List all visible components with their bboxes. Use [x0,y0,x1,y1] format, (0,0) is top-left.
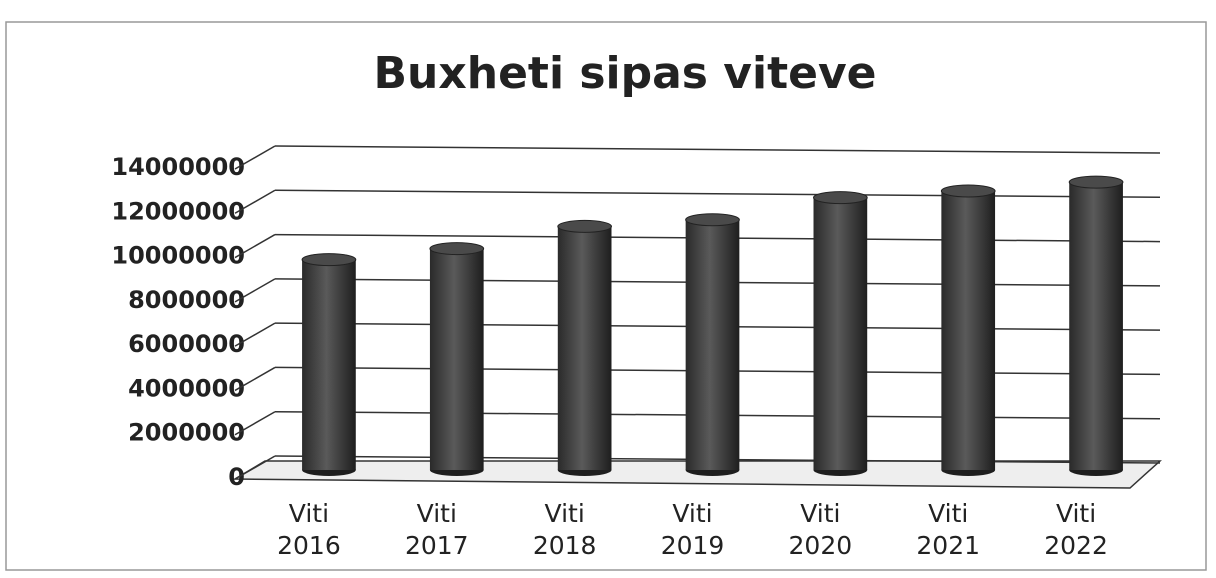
bar-top [429,242,485,256]
x-tick-label: Viti 2021 [916,499,981,560]
y-tick-label: 14000000 [111,153,245,181]
grid-line [274,145,1161,154]
y-tick-label: 10000000 [111,242,245,270]
bar-top [557,219,612,233]
y-tick-label: 0 [228,463,245,491]
bar-top [813,191,868,205]
grid-line [234,411,276,436]
grid-line [234,278,276,303]
x-tick-label: Viti 2016 [277,499,341,560]
bar-top [940,184,996,198]
bar-top [1068,175,1124,189]
bar [302,259,356,470]
grid-line [234,145,276,170]
x-tick-label: Viti 2022 [1044,499,1108,560]
y-tick-label: 4000000 [128,374,245,402]
bar-top [301,253,357,267]
grid-line [234,233,276,259]
y-tick-label: 8000000 [128,286,245,314]
bar [429,248,484,470]
chart-title: Buxheti sipas viteve [374,48,877,99]
bar [813,197,868,470]
bar [685,219,740,470]
y-tick-label: 2000000 [128,419,245,447]
y-tick-label: 6000000 [128,330,245,358]
bar [557,226,612,470]
grid-line [234,322,276,347]
frame [5,21,1207,571]
x-tick-label: Viti 2017 [404,499,469,560]
x-tick-label: Viti 2019 [660,499,725,560]
grid-line [234,189,276,214]
x-tick-label: Viti 2020 [788,499,853,560]
grid-line [234,366,276,392]
bar [1069,182,1123,470]
y-tick-label: 12000000 [111,197,245,225]
grid-line [274,189,1161,199]
grid-line [234,455,276,480]
x-tick-label: Viti 2018 [532,499,597,560]
bar-top [685,213,740,227]
bar [941,191,996,470]
